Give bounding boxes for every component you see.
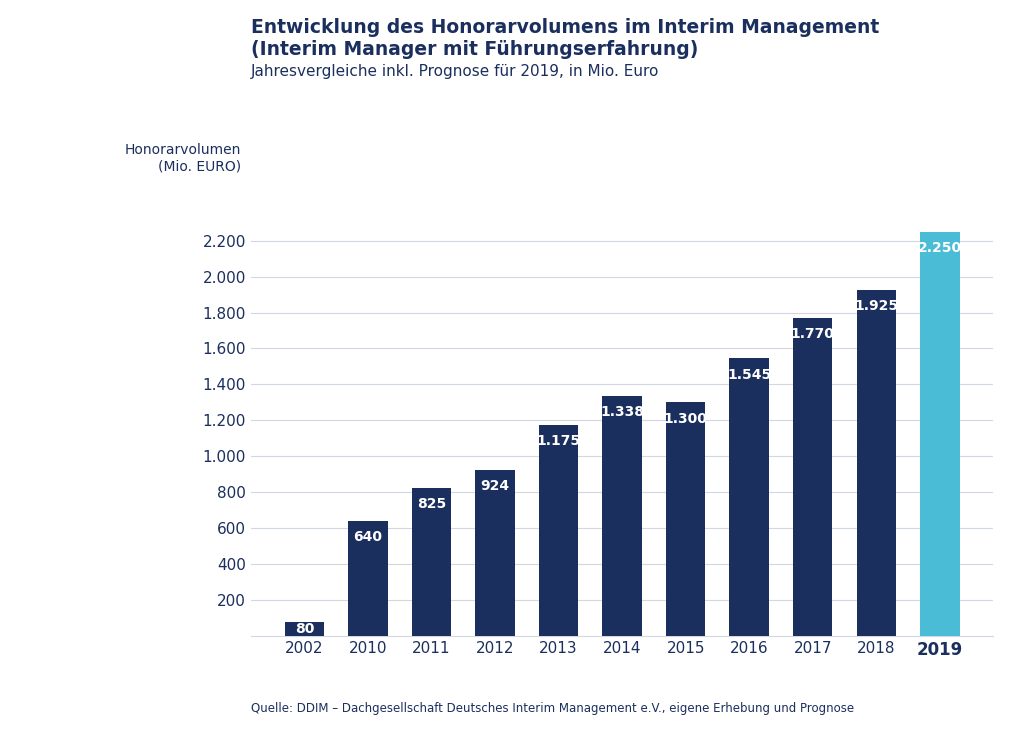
Text: 80: 80 (295, 622, 314, 636)
Text: 1.545: 1.545 (727, 368, 771, 382)
Text: 1.770: 1.770 (791, 327, 835, 341)
Text: Entwicklung des Honorarvolumens im Interim Management: Entwicklung des Honorarvolumens im Inter… (251, 18, 880, 37)
Text: 640: 640 (353, 530, 382, 544)
Bar (921, 232, 959, 636)
Bar (539, 425, 579, 636)
Bar (285, 621, 324, 636)
Bar (412, 488, 452, 636)
Text: 2.250: 2.250 (918, 240, 962, 255)
Bar (793, 318, 833, 636)
Bar (602, 395, 642, 636)
Text: 1.300: 1.300 (664, 412, 708, 425)
Text: 1.925: 1.925 (854, 299, 898, 313)
Text: Honorarvolumen: Honorarvolumen (124, 143, 241, 157)
Bar (475, 470, 515, 636)
Bar (666, 402, 706, 636)
Text: 1.175: 1.175 (537, 434, 581, 448)
Text: (Mio. EURO): (Mio. EURO) (158, 160, 241, 174)
Bar (348, 521, 387, 636)
Text: 924: 924 (480, 479, 510, 493)
Bar (857, 290, 896, 636)
Text: (Interim Manager mit Führungserfahrung): (Interim Manager mit Führungserfahrung) (251, 40, 698, 59)
Bar (729, 358, 769, 636)
Text: Quelle: DDIM – Dachgesellschaft Deutsches Interim Management e.V., eigene Erhebu: Quelle: DDIM – Dachgesellschaft Deutsche… (251, 702, 854, 715)
Text: 1.338: 1.338 (600, 405, 644, 419)
Text: Jahresvergleiche inkl. Prognose für 2019, in Mio. Euro: Jahresvergleiche inkl. Prognose für 2019… (251, 64, 659, 80)
Text: 825: 825 (417, 497, 446, 511)
